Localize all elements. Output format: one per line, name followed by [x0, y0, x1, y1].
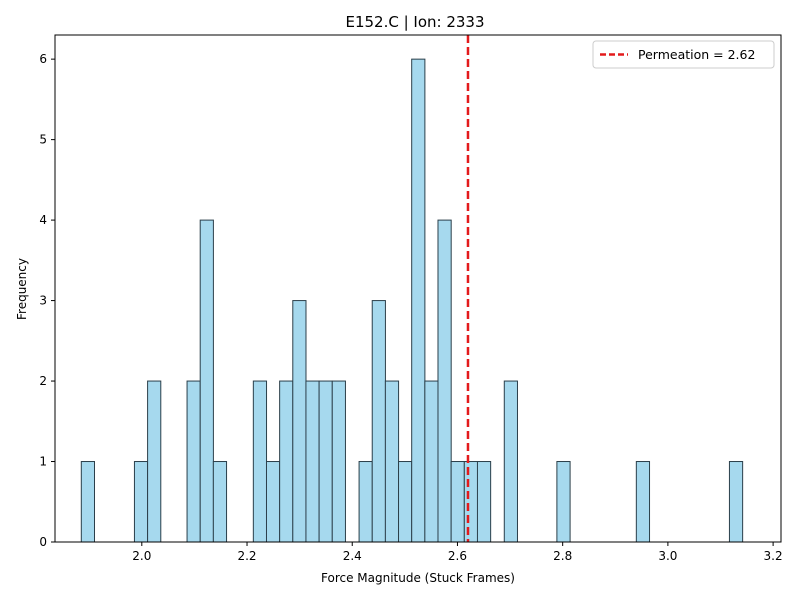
- histogram-bar: [450, 461, 465, 543]
- histogram-bar: [398, 461, 413, 543]
- histogram-bar: [384, 380, 400, 543]
- histogram-bar: [133, 461, 149, 543]
- histogram-bar: [463, 461, 478, 543]
- histogram-bar: [292, 300, 307, 543]
- histogram-bar: [212, 461, 228, 543]
- histogram-bar: [186, 380, 201, 543]
- histogram-bar: [252, 380, 268, 543]
- histogram-bar: [318, 380, 333, 543]
- x-tick-label: 2.8: [553, 549, 572, 563]
- histogram-bar: [331, 380, 346, 543]
- legend: Permeation = 2.62: [592, 40, 775, 69]
- y-axis: 0 1 2 3 4 5 6: [39, 52, 55, 549]
- legend-label: Permeation = 2.62: [638, 47, 755, 62]
- x-tick-label: 2.2: [237, 549, 256, 563]
- plot-frame: [54, 34, 782, 543]
- histogram-bar: [147, 380, 162, 543]
- y-tick-label: 6: [39, 52, 47, 66]
- histogram-bar: [265, 461, 281, 543]
- histogram-bar: [80, 461, 96, 543]
- y-tick-label: 5: [39, 133, 47, 147]
- y-tick-label: 2: [39, 374, 47, 388]
- histogram-bar: [503, 380, 518, 543]
- histogram-bar: [411, 58, 426, 543]
- histogram-bar: [305, 380, 320, 543]
- histogram-bar: [437, 219, 452, 543]
- x-axis: 2.0 2.2 2.4 2.6 2.8 3.0 3.2: [132, 542, 783, 563]
- y-tick-label: 0: [39, 535, 47, 549]
- y-tick-label: 3: [39, 294, 47, 308]
- y-tick-label: 1: [39, 455, 47, 469]
- histogram-bar: [476, 461, 492, 543]
- histogram-bar: [556, 461, 571, 543]
- x-axis-label: Force Magnitude (Stuck Frames): [321, 571, 515, 585]
- x-tick-label: 3.2: [764, 549, 783, 563]
- histogram-bar: [371, 300, 386, 543]
- y-axis-label: Frequency: [15, 258, 29, 320]
- histogram-bar: [358, 461, 373, 543]
- histogram-bar: [635, 461, 651, 543]
- x-tick-label: 2.0: [132, 549, 151, 563]
- x-tick-label: 3.0: [658, 549, 677, 563]
- x-tick-label: 2.6: [448, 549, 467, 563]
- bars-group: [80, 58, 744, 543]
- histogram-bar: [728, 461, 744, 543]
- y-tick-label: 4: [39, 213, 47, 227]
- histogram-bar: [199, 219, 214, 543]
- legend-box: [592, 40, 775, 69]
- x-tick-label: 2.4: [343, 549, 362, 563]
- histogram-bar: [424, 380, 439, 543]
- chart-title: E152.C | Ion: 2333: [345, 13, 484, 31]
- histogram-bar: [279, 380, 294, 543]
